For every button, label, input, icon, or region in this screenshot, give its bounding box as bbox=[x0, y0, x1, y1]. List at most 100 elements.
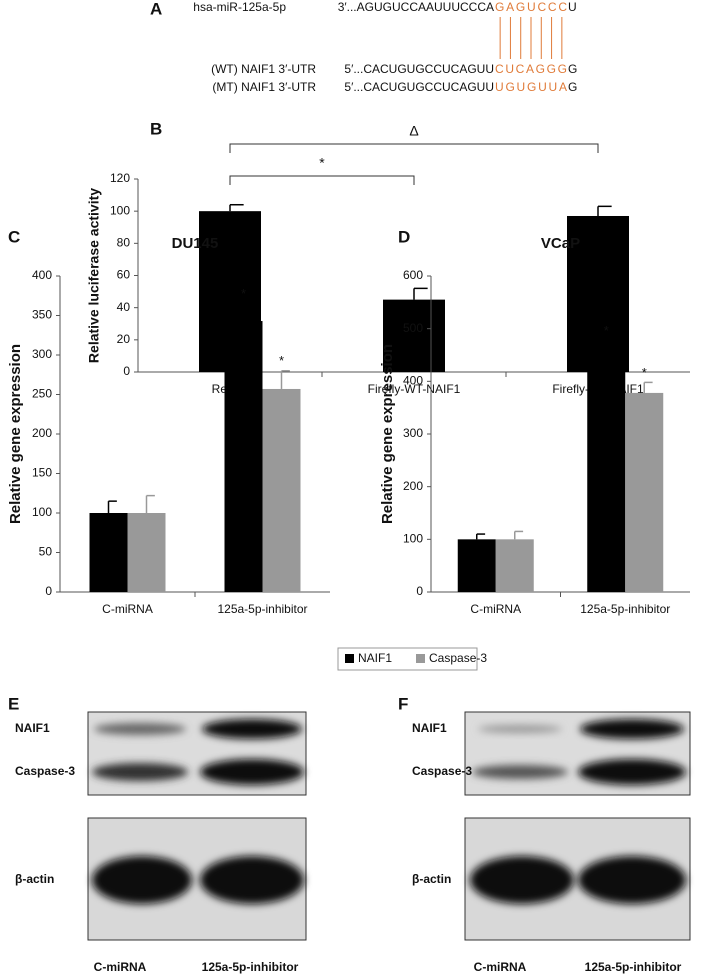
legend-label: Caspase-3 bbox=[429, 651, 487, 665]
blot-e: E NAIF1 Caspase-3 β-actin C-miRNA 125a-5… bbox=[8, 694, 307, 974]
sequence: G bbox=[568, 62, 577, 76]
band bbox=[94, 723, 186, 735]
y-tick-label: 500 bbox=[403, 321, 423, 335]
y-tick-label: 100 bbox=[32, 505, 52, 519]
y-tick-label: 200 bbox=[403, 479, 423, 493]
band bbox=[92, 763, 188, 781]
row-label: β-actin bbox=[15, 872, 54, 886]
x-tick-label: 125a-5p-inhibitor bbox=[217, 602, 307, 616]
bar bbox=[224, 321, 263, 592]
y-tick-label: 50 bbox=[39, 545, 53, 559]
row-label: Caspase-3 bbox=[412, 764, 472, 778]
error-bar bbox=[413, 287, 428, 300]
y-tick-label: 300 bbox=[403, 426, 423, 440]
band bbox=[470, 856, 574, 904]
sequence-name: hsa-miR-125a-5p bbox=[193, 0, 286, 14]
error-bar bbox=[229, 203, 244, 212]
bar bbox=[89, 513, 128, 592]
lane-label: C-miRNA bbox=[474, 960, 527, 974]
x-tick-label: Firefly-WT-NAIF1 bbox=[368, 382, 461, 396]
y-tick-label: 150 bbox=[32, 466, 52, 480]
band bbox=[200, 759, 304, 785]
significance-label: Δ bbox=[409, 123, 418, 139]
bar bbox=[127, 513, 166, 592]
panel-label: C bbox=[8, 227, 20, 246]
error-bar bbox=[643, 381, 653, 393]
sequence: G bbox=[568, 80, 577, 94]
error-bar bbox=[242, 302, 252, 322]
significance-marker: * bbox=[279, 353, 284, 368]
sequence-name: (WT) NAIF1 3′-UTR bbox=[211, 62, 316, 76]
significance-marker: * bbox=[642, 365, 647, 380]
y-tick-label: 40 bbox=[117, 300, 131, 314]
legend-box bbox=[337, 647, 478, 671]
band bbox=[200, 856, 304, 904]
lane-label: C-miRNA bbox=[94, 960, 147, 974]
y-tick-label: 80 bbox=[117, 236, 131, 250]
bar bbox=[587, 351, 626, 592]
sequence-name: (MT) NAIF1 3′-UTR bbox=[212, 80, 316, 94]
y-axis-label: Relative gene expression bbox=[379, 344, 396, 524]
error-bar bbox=[145, 494, 155, 513]
bar bbox=[495, 539, 534, 592]
panel-label: A bbox=[150, 0, 162, 18]
band bbox=[578, 856, 686, 904]
bar bbox=[457, 539, 496, 592]
row-label: NAIF1 bbox=[412, 721, 447, 735]
y-tick-label: 120 bbox=[110, 171, 130, 185]
y-tick-label: 400 bbox=[32, 268, 52, 282]
sequence: 5′...CACUGUGCCUCAGUU bbox=[344, 80, 494, 94]
y-tick-label: 20 bbox=[117, 332, 131, 346]
sequence: 3′...AGUGUCCAAUUUCCCA bbox=[338, 0, 494, 14]
y-tick-label: 0 bbox=[416, 584, 423, 598]
x-tick-label: C-miRNA bbox=[102, 602, 153, 616]
panel-label: F bbox=[398, 694, 408, 713]
lane-label: 125a-5p-inhibitor bbox=[202, 960, 299, 974]
y-tick-label: 60 bbox=[117, 268, 131, 282]
row-label: NAIF1 bbox=[15, 721, 50, 735]
chart-title: DU145 bbox=[172, 235, 219, 252]
error-bar bbox=[514, 530, 524, 540]
band bbox=[202, 719, 302, 739]
y-tick-label: 100 bbox=[403, 532, 423, 546]
lane-label: 125a-5p-inhibitor bbox=[585, 960, 682, 974]
bar bbox=[383, 299, 445, 372]
bar bbox=[262, 388, 301, 592]
bar bbox=[625, 392, 664, 592]
panel-label: D bbox=[398, 227, 410, 246]
significance-bracket bbox=[229, 143, 599, 153]
y-tick-label: 0 bbox=[45, 584, 52, 598]
error-bar bbox=[107, 500, 117, 513]
significance-marker: * bbox=[604, 323, 609, 338]
blot-f: F NAIF1 Caspase-3 β-actin C-miRNA 125a-5… bbox=[398, 694, 691, 974]
y-axis-label: Relative luciferase activity bbox=[86, 188, 102, 363]
band bbox=[578, 759, 686, 785]
error-bar bbox=[597, 205, 612, 216]
legend-swatch bbox=[345, 654, 354, 663]
error-bar bbox=[605, 340, 615, 352]
sequence-highlight: UGUGUUA bbox=[495, 80, 567, 94]
x-tick-label: C-miRNA bbox=[470, 602, 521, 616]
y-tick-label: 300 bbox=[32, 347, 52, 361]
y-tick-label: 400 bbox=[403, 374, 423, 388]
y-tick-label: 200 bbox=[32, 426, 52, 440]
significance-marker: * bbox=[241, 286, 246, 301]
y-tick-label: 600 bbox=[403, 268, 423, 282]
x-tick-label: 125a-5p-inhibitor bbox=[580, 602, 670, 616]
band bbox=[478, 725, 562, 733]
y-tick-label: 250 bbox=[32, 387, 52, 401]
panel-label: B bbox=[150, 119, 162, 138]
panel-label: E bbox=[8, 694, 19, 713]
band bbox=[472, 765, 568, 779]
band bbox=[92, 856, 192, 904]
sequence: U bbox=[568, 0, 577, 14]
legend-label: NAIF1 bbox=[358, 651, 392, 665]
y-tick-label: 100 bbox=[110, 203, 130, 217]
row-label: Caspase-3 bbox=[15, 764, 75, 778]
row-label: β-actin bbox=[412, 872, 451, 886]
significance-bracket bbox=[229, 175, 415, 185]
legend-swatch bbox=[416, 654, 425, 663]
chart-title: VCaP bbox=[541, 235, 580, 252]
sequence: 5′...CACUGUGCCUCAGUU bbox=[344, 62, 494, 76]
band bbox=[580, 719, 684, 739]
